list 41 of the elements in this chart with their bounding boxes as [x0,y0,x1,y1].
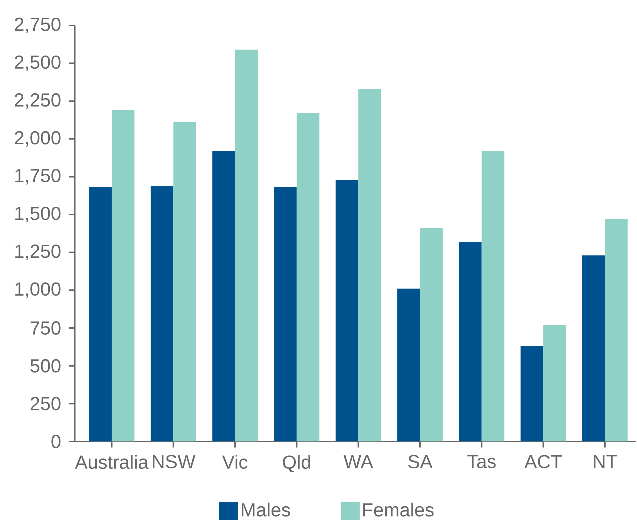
bar [582,256,606,442]
x-tick-label: ACT [524,455,562,469]
bar [112,110,135,442]
y-tick-label: 2,250 [15,94,61,110]
y-tick-label: 250 [30,397,61,411]
bar [544,325,566,442]
x-tick-label: Vic [222,455,248,470]
bar [235,50,258,442]
y-tick-label: 1,750 [16,169,61,185]
x-tick-label: SA [408,455,433,469]
bar [212,151,236,442]
y-tick-label: 500 [30,359,61,373]
bar [420,228,443,442]
bar [296,113,320,442]
legend-label: Males [242,502,290,517]
x-tick-label: NSW [153,455,196,469]
bar [482,151,505,442]
bar [398,288,420,442]
x-tick-label: Tas [468,455,496,468]
y-tick-label: 2,750 [15,18,61,34]
x-tick-label: Australia [75,455,149,470]
bar [520,346,544,442]
y-tick-label: 750 [30,322,61,335]
bar [605,219,628,442]
bar [336,180,359,442]
y-tick-label: 1,250 [16,244,61,260]
y-tick-label: 2,500 [15,56,61,72]
legend-label: Females [364,502,434,517]
bar [150,186,174,442]
y-tick-label: 1,000 [16,282,61,298]
bar [459,242,482,442]
bar [89,188,112,442]
x-tick-label: NT [594,455,618,468]
y-tick-label: 1,500 [16,206,61,223]
bar [174,122,196,442]
bar [274,188,297,442]
x-tick-label: Qld [283,455,310,473]
y-tick-label: 2,000 [15,131,61,147]
y-tick-label: 0 [52,434,61,448]
x-tick-label: WA [344,455,374,468]
bar [358,89,382,442]
